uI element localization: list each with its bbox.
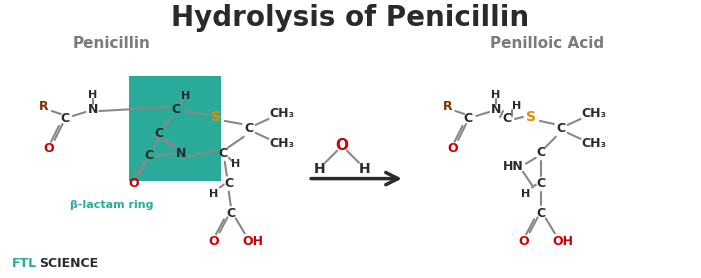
Text: N: N (176, 147, 186, 160)
Text: O: O (336, 138, 348, 153)
Text: H: H (231, 159, 240, 169)
Text: CH₃: CH₃ (269, 108, 294, 120)
Text: O: O (43, 142, 54, 155)
Text: CH₃: CH₃ (581, 137, 606, 150)
Text: C: C (536, 177, 545, 190)
Text: OH: OH (552, 235, 573, 248)
Text: H: H (491, 90, 501, 100)
Text: C: C (155, 127, 164, 140)
Text: C: C (536, 146, 545, 159)
Text: CH₃: CH₃ (269, 137, 294, 150)
Text: H: H (522, 188, 531, 198)
Text: C: C (144, 149, 154, 162)
Text: SCIENCE: SCIENCE (39, 257, 98, 270)
Text: H: H (359, 162, 371, 176)
Text: C: C (503, 113, 512, 125)
Text: O: O (519, 235, 529, 248)
Text: O: O (447, 142, 458, 155)
Text: S: S (211, 110, 221, 124)
Bar (130, 76, 221, 181)
Text: H: H (209, 188, 219, 198)
Text: C: C (172, 103, 181, 116)
Text: C: C (244, 122, 253, 135)
Text: HN: HN (503, 160, 524, 173)
Text: H: H (313, 162, 325, 176)
Text: O: O (128, 177, 139, 190)
Text: C: C (556, 122, 565, 135)
Text: Penilloic Acid: Penilloic Acid (490, 36, 604, 51)
Text: Hydrolysis of Penicillin: Hydrolysis of Penicillin (171, 4, 529, 32)
Text: H: H (88, 90, 97, 100)
Text: C: C (218, 147, 227, 160)
Text: CH₃: CH₃ (581, 108, 606, 120)
Text: β-lactam ring: β-lactam ring (69, 200, 154, 210)
Text: O: O (208, 235, 219, 248)
Text: OH: OH (242, 235, 263, 248)
Text: C: C (224, 177, 233, 190)
Text: C: C (536, 207, 545, 220)
Text: C: C (226, 207, 236, 220)
Text: C: C (464, 113, 473, 125)
Text: Penicillin: Penicillin (72, 36, 151, 51)
Text: C: C (60, 113, 69, 125)
Text: N: N (88, 103, 97, 116)
Text: H: H (512, 101, 522, 111)
Text: H: H (182, 91, 191, 101)
Text: R: R (442, 100, 452, 113)
Text: S: S (526, 110, 536, 124)
Text: R: R (39, 100, 48, 113)
Text: N: N (491, 103, 501, 116)
Text: FTL: FTL (12, 257, 37, 270)
